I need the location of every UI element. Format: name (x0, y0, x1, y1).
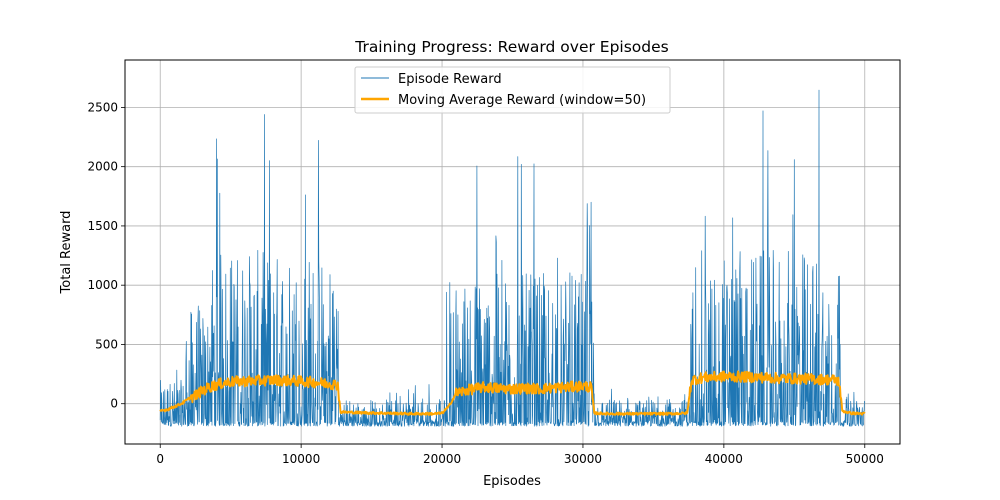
x-axis-ticks: 0 10000 20000 30000 40000 50000 (156, 444, 884, 466)
x-tick-label: 20000 (423, 452, 461, 466)
legend-box (354, 66, 671, 114)
y-axis-title: Total Reward (59, 211, 74, 295)
y-tick-label: 2000 (87, 160, 118, 174)
y-tick-label: 500 (95, 337, 118, 351)
plot-frame (124, 59, 901, 445)
legend-label-moving-average: Moving Average Reward (window=50) (398, 93, 646, 108)
x-tick-label: 50000 (846, 452, 884, 466)
chart-title: Training Progress: Reward over Episodes (354, 38, 668, 56)
x-tick-label: 0 (156, 452, 164, 466)
moving-average-series (159, 370, 866, 416)
moving-average-line (159, 370, 866, 416)
y-tick-label: 1500 (87, 219, 118, 233)
legend: Episode Reward Moving Average Reward (wi… (354, 66, 671, 114)
x-axis-title: Episodes (483, 474, 541, 489)
legend-label-episode-reward: Episode Reward (398, 72, 502, 87)
y-axis-ticks: 0 500 1000 1500 2000 2500 (87, 100, 125, 411)
x-tick-label: 40000 (705, 452, 743, 466)
y-tick-label: 1000 (87, 278, 118, 292)
x-tick-label: 10000 (282, 452, 320, 466)
x-tick-label: 30000 (564, 452, 602, 466)
y-tick-label: 2500 (87, 100, 118, 114)
y-tick-label: 0 (110, 397, 118, 411)
